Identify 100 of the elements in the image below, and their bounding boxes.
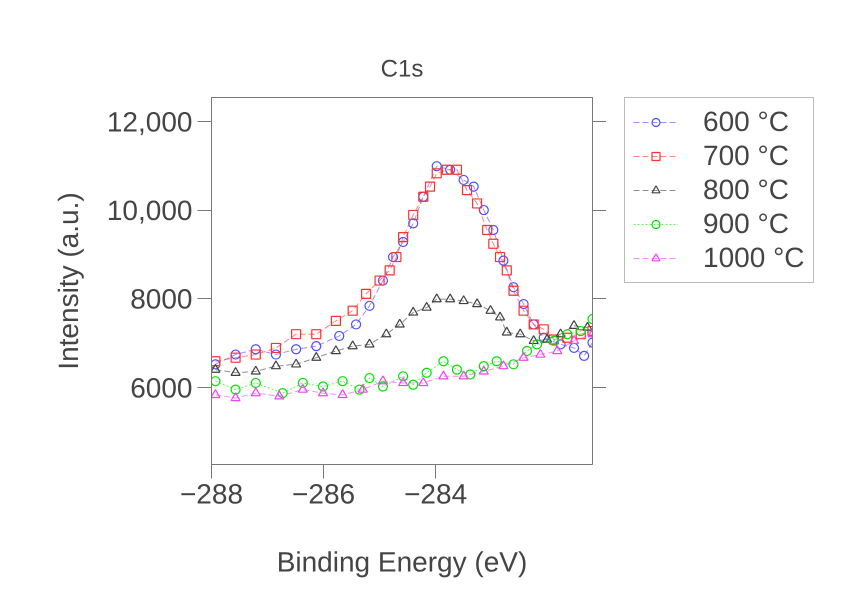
point	[552, 345, 562, 354]
point	[472, 198, 482, 209]
point	[398, 236, 408, 248]
point	[458, 295, 469, 304]
point	[482, 224, 492, 236]
point	[562, 329, 572, 340]
legend-label: 700 °C	[703, 140, 789, 172]
point	[408, 306, 418, 316]
point	[230, 392, 241, 402]
point	[418, 377, 428, 386]
point	[330, 345, 341, 354]
point	[542, 334, 552, 343]
y-tick-label: 8000	[130, 284, 193, 315]
point	[438, 356, 449, 366]
point	[408, 380, 418, 390]
point	[250, 378, 261, 388]
point	[350, 319, 362, 330]
point	[468, 182, 479, 192]
point	[230, 366, 241, 376]
point	[478, 361, 489, 372]
point	[230, 352, 241, 363]
point	[568, 335, 580, 344]
point	[488, 224, 498, 236]
point	[494, 252, 506, 262]
point	[364, 372, 375, 384]
chart-title: C1s	[380, 56, 424, 82]
point	[212, 376, 221, 386]
point	[364, 300, 375, 311]
point	[478, 366, 489, 375]
point	[508, 282, 519, 292]
point	[334, 330, 344, 342]
point	[212, 364, 221, 373]
point	[364, 338, 375, 348]
point	[432, 168, 442, 178]
point	[576, 329, 586, 340]
point	[270, 360, 282, 370]
point	[485, 304, 496, 314]
point	[348, 306, 358, 316]
point	[348, 340, 358, 350]
point	[452, 164, 462, 175]
legend-label: 600 °C	[703, 106, 789, 138]
point	[538, 324, 549, 334]
point	[291, 358, 302, 368]
point	[582, 322, 592, 331]
point	[318, 387, 328, 396]
point	[568, 320, 580, 329]
point	[250, 387, 261, 396]
point	[378, 375, 388, 384]
y-tick-label: 6000	[130, 372, 193, 404]
x-axis-title: Binding Energy (eV)	[276, 546, 528, 578]
point	[422, 302, 432, 311]
point	[391, 252, 402, 262]
point	[538, 332, 549, 343]
point	[502, 265, 512, 276]
point	[478, 204, 489, 216]
point	[270, 342, 282, 354]
point	[432, 293, 442, 302]
point	[388, 252, 398, 262]
legend-label: 800 °C	[703, 174, 789, 206]
point	[361, 288, 372, 299]
point	[488, 238, 498, 249]
point	[298, 378, 308, 388]
point	[381, 328, 392, 338]
point	[250, 344, 261, 354]
legend-label: 1000 °C	[703, 242, 804, 274]
x-tick-label: −284	[404, 478, 468, 510]
point	[445, 293, 456, 302]
point	[378, 381, 388, 392]
point	[472, 298, 482, 308]
point	[270, 349, 282, 360]
point	[311, 352, 322, 361]
point	[518, 352, 529, 361]
point	[424, 181, 436, 192]
point	[384, 265, 395, 276]
x-tick-label: −288	[180, 478, 244, 510]
point	[438, 370, 449, 380]
point	[378, 275, 388, 286]
point	[518, 306, 529, 316]
point	[578, 350, 590, 361]
point	[338, 376, 348, 386]
point	[555, 328, 566, 338]
point	[522, 346, 532, 356]
point	[291, 329, 302, 340]
point	[358, 384, 368, 393]
point	[452, 364, 462, 375]
y-tick-label: 12,000	[106, 106, 192, 138]
point	[398, 232, 408, 242]
point	[311, 341, 322, 352]
point	[458, 174, 469, 186]
point	[398, 371, 408, 382]
point	[492, 356, 502, 366]
point	[250, 349, 261, 360]
point	[394, 318, 405, 328]
point	[568, 342, 580, 354]
point	[354, 384, 365, 395]
x-tick-label: −286	[292, 478, 356, 510]
point	[398, 377, 408, 386]
point	[230, 384, 241, 395]
point	[515, 328, 526, 338]
point	[458, 370, 469, 380]
